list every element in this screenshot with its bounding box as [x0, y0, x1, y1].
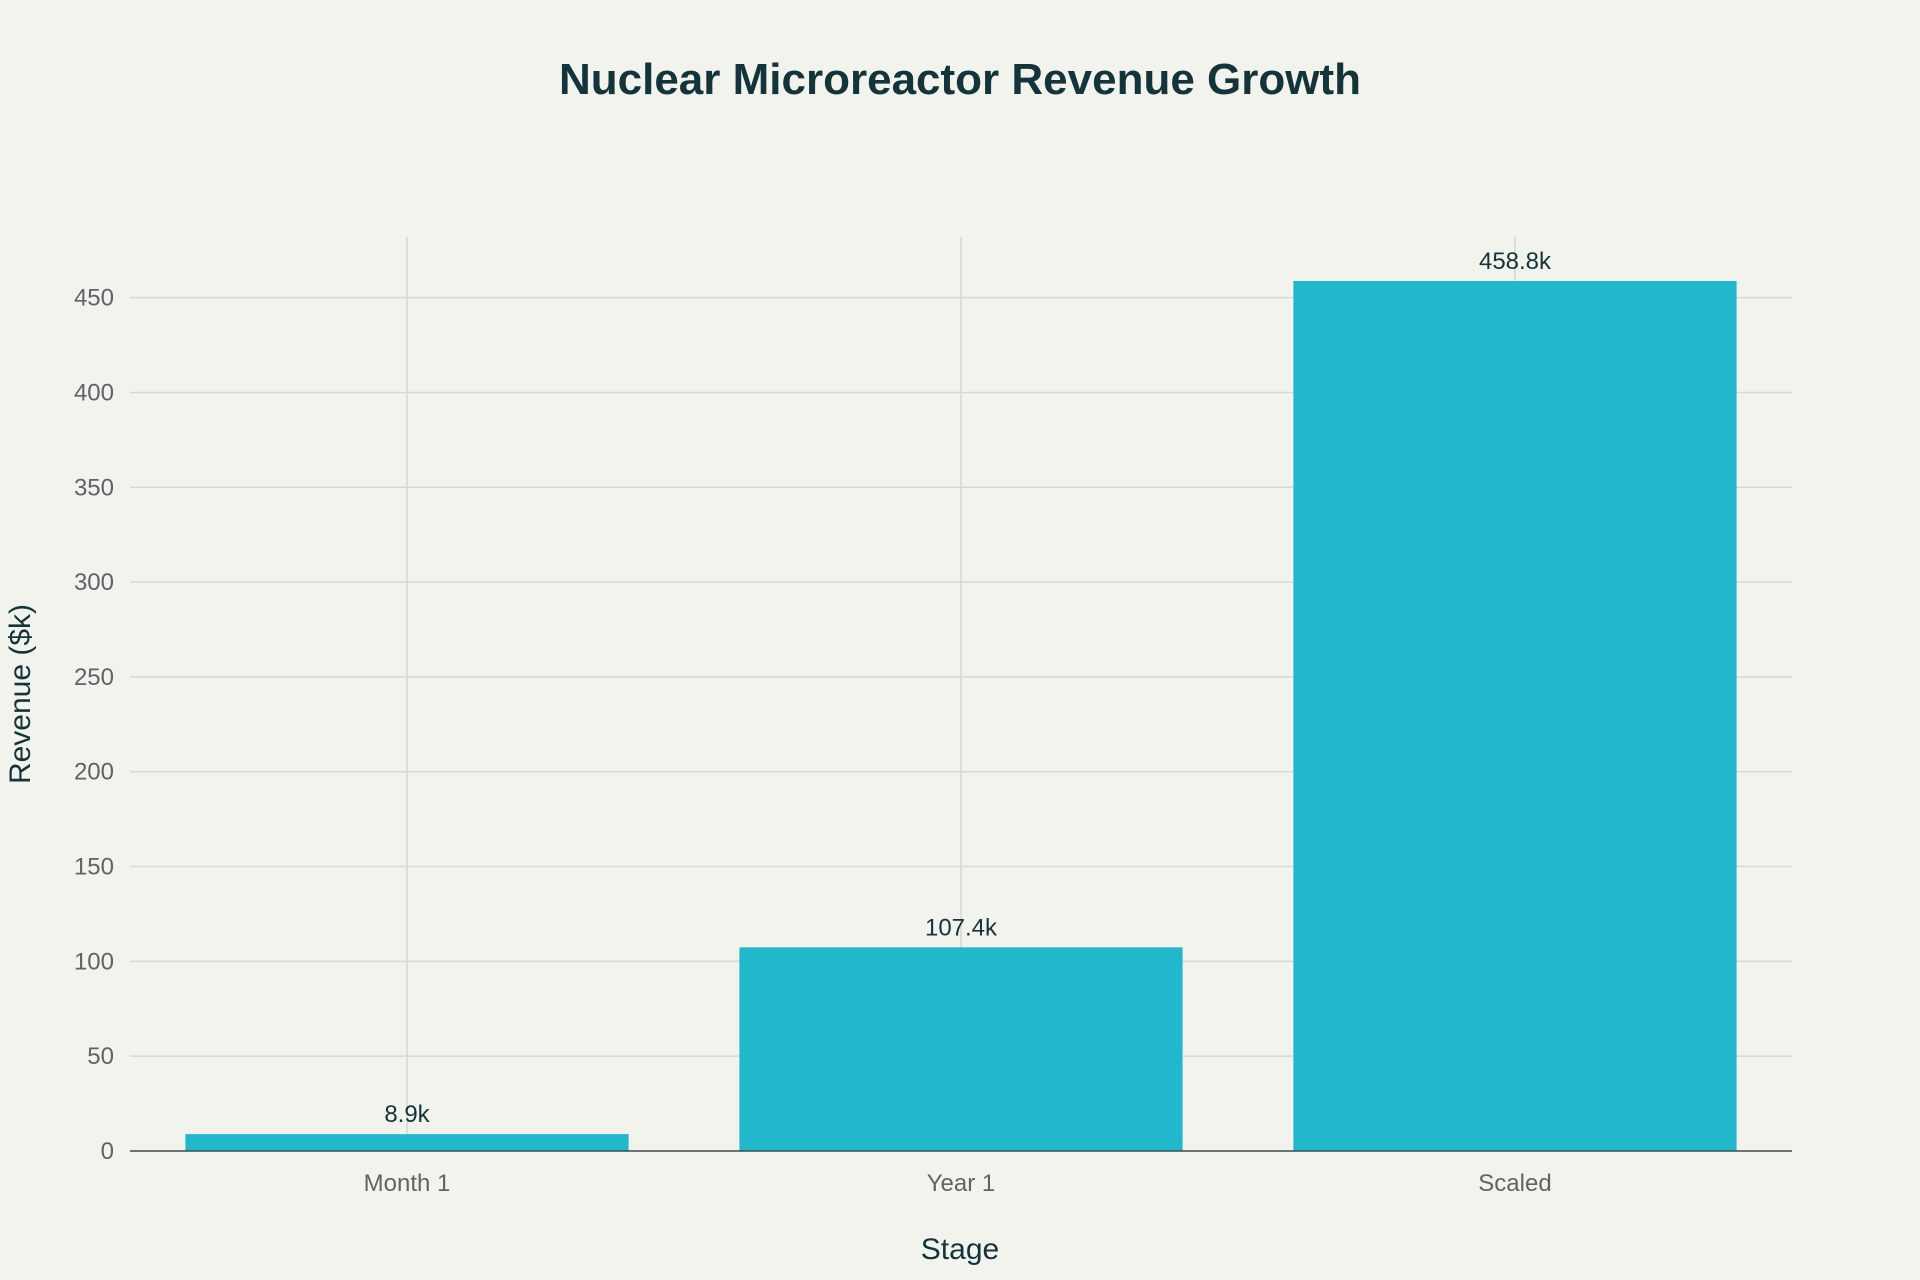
y-tick-label: 150 — [74, 854, 114, 881]
y-tick-label: 100 — [74, 948, 114, 975]
data-label: 8.9k — [384, 1101, 430, 1128]
bar — [739, 947, 1183, 1151]
y-tick-label: 300 — [74, 569, 114, 596]
x-axis-ticks: Month 1 Year 1 Scaled — [364, 1170, 1552, 1197]
bar — [1293, 280, 1737, 1151]
y-tick-label: 400 — [74, 379, 114, 406]
y-tick-label: 450 — [74, 285, 114, 312]
bars — [130, 280, 1792, 1152]
bar — [185, 1134, 629, 1151]
y-axis-ticks: 0 50 100 150 200 250 300 350 400 450 — [74, 285, 114, 1165]
x-tick-label: Month 1 — [364, 1170, 451, 1197]
chart-title: Nuclear Microreactor Revenue Growth — [559, 55, 1361, 104]
y-tick-label: 50 — [87, 1043, 114, 1070]
x-tick-label: Scaled — [1478, 1170, 1551, 1197]
y-axis-title: Revenue ($k) — [4, 604, 37, 784]
y-tick-label: 0 — [101, 1138, 114, 1165]
y-tick-label: 350 — [74, 474, 114, 501]
data-labels: 8.9k 107.4k 458.8k — [384, 248, 1552, 1128]
data-label: 458.8k — [1479, 248, 1552, 275]
x-axis-title: Stage — [921, 1233, 999, 1266]
x-tick-label: Year 1 — [927, 1170, 996, 1197]
y-tick-label: 250 — [74, 664, 114, 691]
y-tick-label: 200 — [74, 759, 114, 786]
data-label: 107.4k — [925, 914, 998, 941]
